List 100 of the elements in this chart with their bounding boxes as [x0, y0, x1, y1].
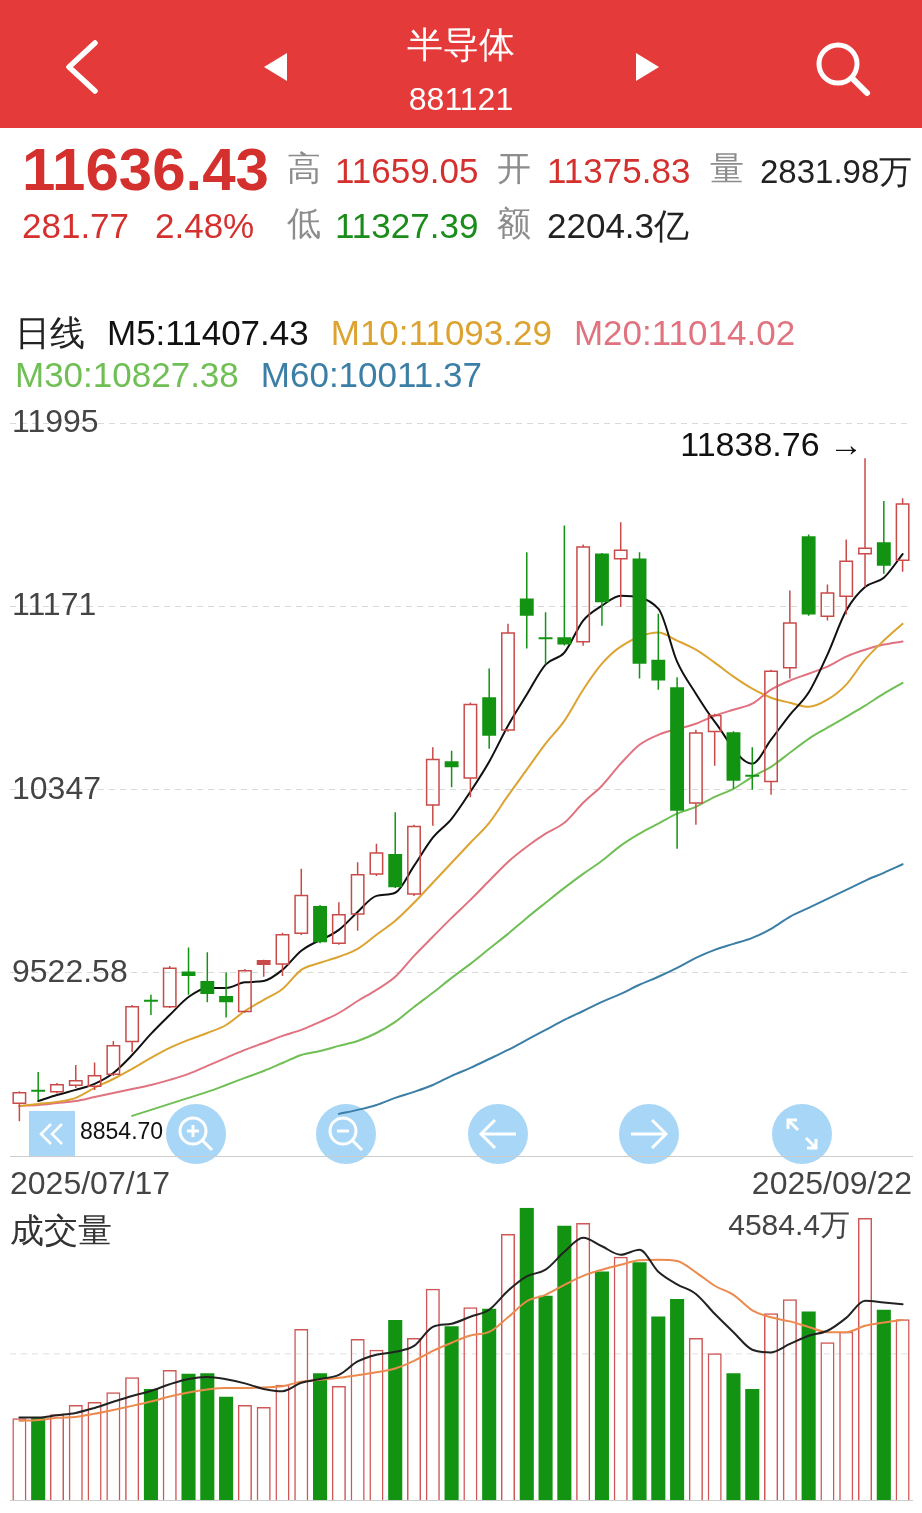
text: M10:11093.29	[330, 312, 552, 354]
bar	[219, 1396, 234, 1500]
candlestick	[820, 583, 835, 622]
bar	[594, 1271, 609, 1500]
candlestick	[463, 701, 478, 798]
candlestick	[219, 971, 234, 1019]
candlestick	[125, 1004, 140, 1054]
candlestick	[501, 622, 515, 733]
text: M30:10827.38	[15, 354, 239, 396]
chart-title: 成交量	[10, 1211, 112, 1249]
bar	[388, 1319, 403, 1500]
bar	[801, 1311, 816, 1500]
candlestick	[688, 728, 703, 826]
bar	[519, 1207, 534, 1500]
candlestick	[444, 750, 459, 788]
annotation: 11838.76 →	[680, 425, 863, 464]
candlestick	[782, 589, 797, 680]
text: 881121	[407, 81, 515, 117]
candlestick	[12, 1090, 27, 1123]
y-tick-label: 10347	[12, 769, 101, 806]
text: 11659.05	[335, 151, 479, 190]
y-tick-label: 11995	[12, 403, 99, 440]
candlestick	[369, 842, 384, 877]
text: 额	[497, 204, 531, 242]
candlestick	[407, 824, 421, 897]
annotation: 4584.4万	[728, 1208, 850, 1241]
text: 2204.3亿	[547, 206, 690, 245]
text: 11636.43	[22, 136, 269, 203]
candlestick	[181, 946, 196, 996]
candlestick	[801, 533, 816, 617]
bar	[557, 1225, 572, 1500]
text: 量	[710, 149, 744, 187]
y-tick-label: 9522.58	[12, 952, 128, 989]
bar	[632, 1262, 647, 1500]
bar	[876, 1309, 891, 1500]
legend-title: 日线	[15, 312, 85, 354]
bar	[726, 1373, 741, 1500]
bar	[31, 1417, 46, 1500]
line-series	[131, 681, 904, 1117]
line-series	[337, 863, 904, 1115]
candlestick	[294, 868, 309, 936]
candlestick	[331, 901, 346, 946]
text: 开	[497, 149, 531, 187]
text: 低	[287, 204, 321, 242]
candlestick	[200, 951, 215, 1004]
bar	[482, 1308, 497, 1500]
candlestick	[670, 676, 685, 850]
text: 2.48%	[155, 206, 255, 245]
candlestick	[388, 811, 403, 889]
candlestick	[839, 538, 854, 616]
bar	[200, 1373, 215, 1500]
candlestick	[313, 904, 328, 944]
candlestick	[519, 551, 534, 650]
bar	[538, 1295, 553, 1500]
candlestick	[87, 1061, 102, 1091]
candlestick	[557, 524, 572, 647]
candlestick	[876, 500, 891, 575]
text: 281.77	[22, 206, 130, 245]
bar	[444, 1326, 459, 1500]
candlestick	[594, 552, 609, 627]
candlestick	[31, 1071, 46, 1101]
bar	[745, 1388, 760, 1500]
text: M60:10011.37	[260, 354, 482, 396]
annotation: 8854.70	[80, 1118, 164, 1145]
candlestick	[858, 457, 872, 588]
text: 11375.83	[547, 151, 691, 190]
bar	[651, 1316, 666, 1500]
candlestick	[632, 551, 647, 680]
candlestick	[237, 968, 252, 1014]
text: M20:11014.02	[573, 312, 796, 354]
candlestick	[50, 1082, 64, 1095]
candlestick	[256, 958, 271, 978]
candlestick	[68, 1064, 83, 1089]
candlestick	[576, 543, 591, 647]
text: 2831.98万	[760, 153, 913, 190]
candlestick	[707, 712, 722, 767]
text: M5:11407.43	[107, 312, 309, 354]
bar	[181, 1373, 196, 1500]
candlestick	[143, 994, 158, 1016]
text: 2025/09/22	[751, 1164, 912, 1201]
text: 2025/07/17	[10, 1164, 171, 1201]
candlestick	[106, 1040, 121, 1077]
bar	[670, 1298, 685, 1500]
candlestick	[726, 730, 741, 790]
text: 半导体	[406, 24, 516, 65]
candlestick	[275, 932, 290, 977]
candlestick	[350, 861, 365, 932]
y-tick-label: 11171	[12, 586, 97, 623]
bar	[313, 1373, 328, 1500]
candlestick	[425, 746, 440, 827]
candlestick	[482, 667, 497, 750]
text: 11327.39	[335, 206, 479, 245]
candlestick	[162, 965, 177, 1009]
candlestick	[651, 612, 666, 691]
bar	[143, 1388, 158, 1500]
text: 高	[287, 149, 321, 187]
candlestick	[764, 668, 779, 796]
candlestick	[745, 746, 760, 791]
candlestick	[895, 497, 910, 573]
candlestick	[538, 611, 553, 666]
